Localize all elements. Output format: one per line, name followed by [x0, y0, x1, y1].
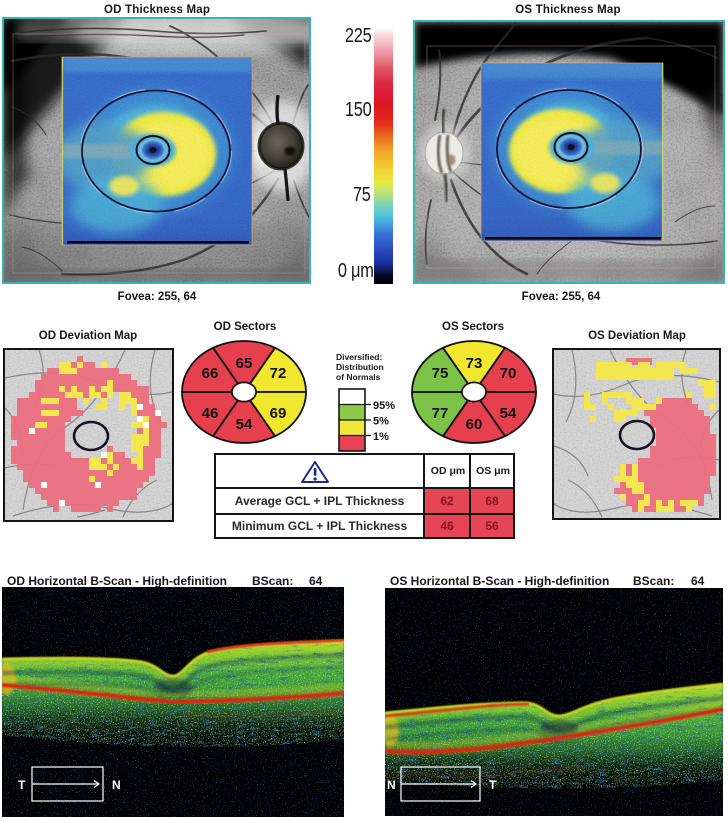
svg-text:73: 73	[466, 355, 483, 372]
svg-text:65: 65	[236, 355, 253, 372]
svg-text:69: 69	[270, 405, 287, 422]
svg-text:N: N	[112, 778, 121, 792]
svg-text:77: 77	[432, 405, 449, 422]
svg-text:N: N	[387, 778, 396, 792]
svg-text:75: 75	[432, 365, 449, 382]
svg-text:54: 54	[236, 416, 253, 433]
svg-text:54: 54	[500, 405, 517, 422]
svg-text:70: 70	[500, 365, 517, 382]
svg-text:95%: 95%	[373, 400, 395, 412]
svg-text:60: 60	[466, 416, 483, 433]
svg-text:46: 46	[202, 405, 219, 422]
svg-text:5%: 5%	[373, 416, 389, 428]
svg-text:1%: 1%	[373, 431, 389, 443]
svg-text:72: 72	[270, 365, 287, 382]
svg-text:T: T	[489, 778, 497, 792]
svg-text:T: T	[18, 778, 26, 792]
svg-text:66: 66	[202, 365, 219, 382]
